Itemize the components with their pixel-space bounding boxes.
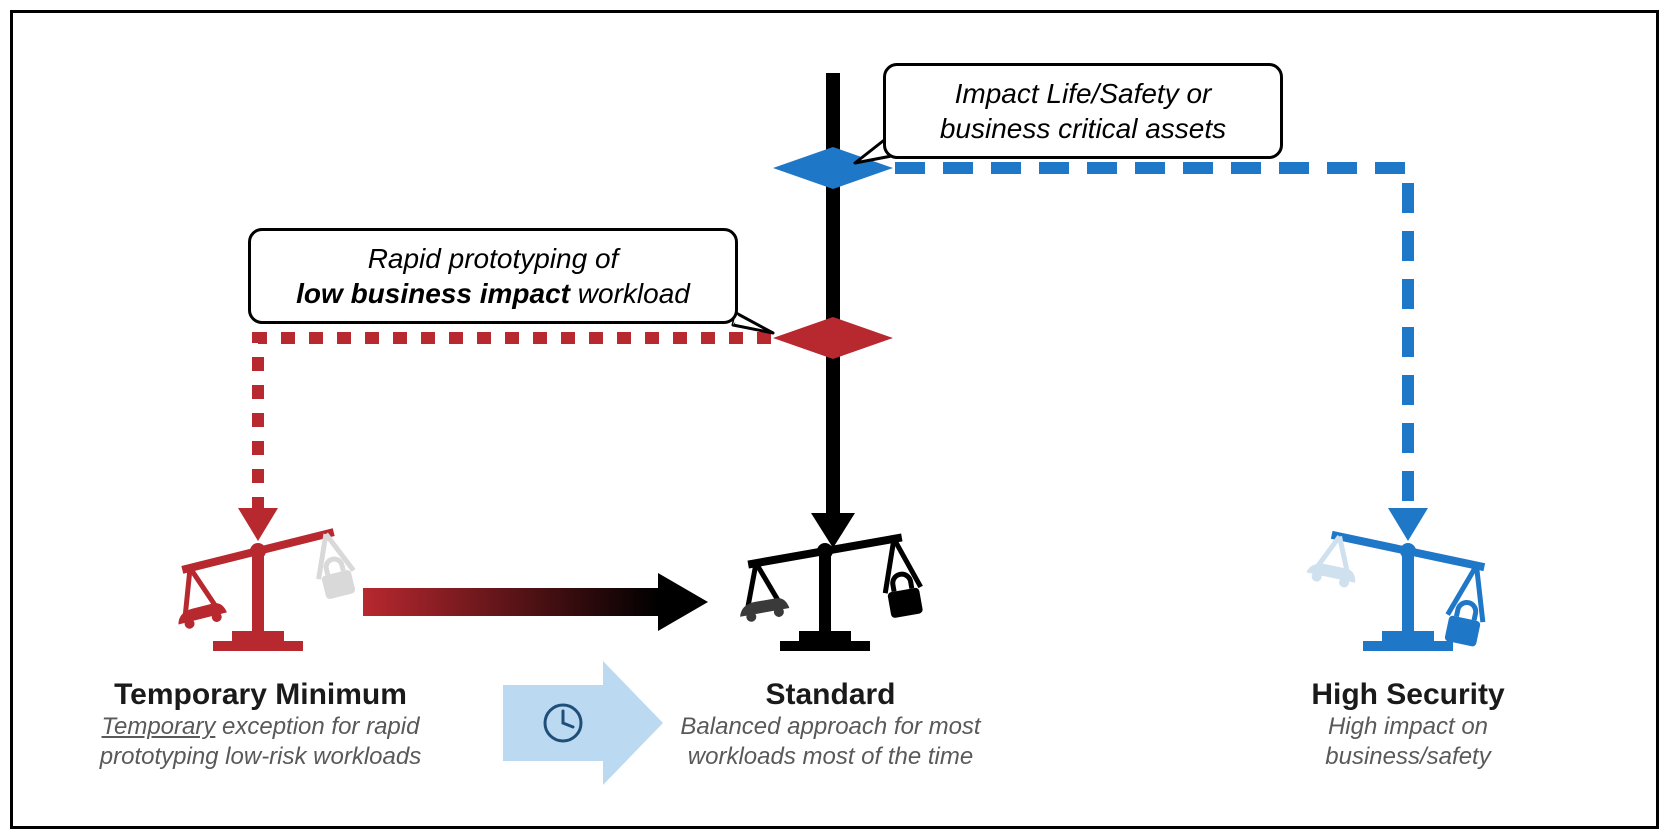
title-standard: Standard bbox=[673, 678, 988, 712]
diagram-frame: Impact Life/Safety or business critical … bbox=[10, 10, 1659, 829]
main-flow-arrowhead bbox=[811, 513, 855, 548]
scale-icon-right bbox=[1298, 527, 1494, 651]
callout-high-security-line2: business critical assets bbox=[908, 111, 1258, 146]
blue-branch-line bbox=[895, 168, 1408, 511]
blue-branch-arrowhead bbox=[1388, 508, 1428, 541]
callout-low-impact-suffix: workload bbox=[570, 278, 690, 309]
label-block-left: Temporary Minimum Temporary exception fo… bbox=[73, 678, 448, 772]
callout-low-impact-line2: low business impact workload bbox=[273, 276, 713, 311]
light-blue-arrow bbox=[503, 661, 663, 785]
label-block-center: Standard Balanced approach for most work… bbox=[673, 678, 988, 772]
scale-icon-center bbox=[731, 532, 925, 651]
label-block-right: High Security High impact on business/sa… bbox=[1243, 678, 1573, 772]
callout-low-impact: Rapid prototyping of low business impact… bbox=[248, 228, 738, 324]
red-branch-arrowhead bbox=[238, 508, 278, 541]
subtext-temporary-minimum: Temporary exception for rapid prototypin… bbox=[73, 712, 448, 772]
subtext-left-underline: Temporary bbox=[102, 713, 216, 740]
red-branch-line bbox=[258, 338, 771, 511]
scale-icon-left bbox=[165, 526, 359, 651]
callout-low-impact-line1: Rapid prototyping of bbox=[273, 241, 713, 276]
subtext-standard: Balanced approach for most workloads mos… bbox=[673, 712, 988, 772]
callout-low-impact-bold: low business impact bbox=[296, 278, 570, 309]
mid-callout-tail bbox=[733, 313, 773, 333]
gradient-arrow bbox=[363, 573, 708, 631]
callout-high-security-line1: Impact Life/Safety or bbox=[908, 76, 1258, 111]
callout-high-security: Impact Life/Safety or business critical … bbox=[883, 63, 1283, 159]
title-high-security: High Security bbox=[1243, 678, 1573, 712]
decision-diamond-red bbox=[773, 317, 893, 359]
title-temporary-minimum: Temporary Minimum bbox=[73, 678, 448, 712]
subtext-high-security: High impact on business/safety bbox=[1243, 712, 1573, 772]
